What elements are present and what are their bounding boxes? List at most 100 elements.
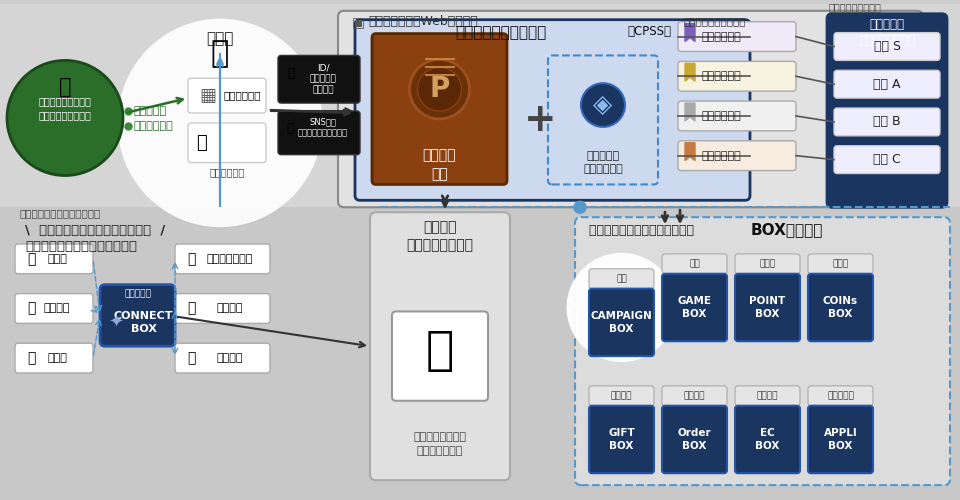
FancyBboxPatch shape: [188, 78, 266, 113]
FancyBboxPatch shape: [834, 32, 940, 60]
Text: サービス利用: サービス利用: [224, 90, 261, 101]
FancyBboxPatch shape: [678, 62, 796, 91]
Text: ブロンズ会員: ブロンズ会員: [702, 150, 742, 160]
Text: 👤: 👤: [211, 39, 229, 68]
FancyBboxPatch shape: [735, 274, 800, 341]
FancyBboxPatch shape: [808, 386, 873, 406]
Text: ホテル: ホテル: [47, 353, 67, 363]
Text: スーパー: スーパー: [44, 304, 70, 314]
FancyBboxPatch shape: [15, 244, 93, 274]
Bar: [0, 208, 960, 500]
FancyBboxPatch shape: [834, 108, 940, 136]
FancyBboxPatch shape: [834, 146, 940, 174]
Text: ポイント管理システム: ポイント管理システム: [455, 24, 546, 40]
Text: P: P: [429, 75, 449, 103]
Text: 🎁: 🎁: [426, 328, 454, 374]
Polygon shape: [685, 143, 695, 160]
Text: 👥: 👥: [59, 77, 71, 97]
FancyBboxPatch shape: [188, 123, 266, 162]
Text: 🏪: 🏪: [196, 134, 206, 152]
FancyBboxPatch shape: [392, 312, 488, 401]
Text: 通販事業: 通販事業: [217, 353, 243, 363]
Text: 会員特典: 会員特典: [611, 392, 633, 400]
Circle shape: [566, 253, 677, 362]
FancyBboxPatch shape: [662, 406, 727, 473]
Text: 導入企業様の顧客／
対象地域の市民など: 導入企業様の顧客／ 対象地域の市民など: [38, 96, 91, 120]
FancyBboxPatch shape: [834, 70, 940, 98]
Text: 🍜: 🍜: [27, 252, 36, 266]
FancyBboxPatch shape: [735, 406, 800, 473]
Text: ◈: ◈: [593, 93, 612, 117]
Text: 商品購入ほか: 商品購入ほか: [209, 168, 245, 177]
Text: POINT
BOX: POINT BOX: [750, 296, 785, 318]
Text: 🛒: 🛒: [27, 302, 36, 316]
FancyBboxPatch shape: [100, 284, 175, 346]
Text: 会員化: 会員化: [759, 260, 776, 268]
Polygon shape: [685, 64, 695, 81]
FancyBboxPatch shape: [662, 254, 727, 274]
Text: アパレル: アパレル: [217, 304, 243, 314]
FancyBboxPatch shape: [372, 34, 507, 184]
Text: ポイント
特典交換システム: ポイント 特典交換システム: [406, 220, 473, 252]
Text: 集客: 集客: [689, 260, 700, 268]
Text: プレミアム
メンバーサービス: プレミアム メンバーサービス: [859, 18, 915, 47]
Text: 👗: 👗: [187, 302, 196, 316]
FancyBboxPatch shape: [827, 14, 947, 207]
Text: +: +: [524, 101, 556, 139]
Circle shape: [7, 60, 123, 176]
Text: ポイント
会員: ポイント 会員: [422, 148, 456, 181]
Text: SNS連携
スマートフォンアプリ: SNS連携 スマートフォンアプリ: [298, 117, 348, 137]
Text: 特典 S: 特典 S: [874, 40, 900, 53]
Text: 会員ステージ別特典: 会員ステージ別特典: [829, 2, 882, 12]
FancyBboxPatch shape: [589, 269, 654, 288]
Text: 参加（利用）: 参加（利用）: [134, 121, 174, 131]
Text: 🛒: 🛒: [187, 351, 196, 365]
Text: GAME
BOX: GAME BOX: [678, 296, 711, 318]
FancyBboxPatch shape: [278, 111, 360, 154]
Text: 集客: 集客: [616, 274, 627, 283]
Text: 特典 A: 特典 A: [874, 78, 900, 90]
FancyBboxPatch shape: [808, 406, 873, 473]
Text: （各種会員ステージ）: （各種会員ステージ）: [683, 16, 746, 26]
FancyBboxPatch shape: [735, 386, 800, 406]
Text: オプション
サービス利用: オプション サービス利用: [583, 151, 623, 174]
Text: 飲食店: 飲食店: [47, 254, 67, 264]
Text: ポイント連携・ポイント統合: ポイント連携・ポイント統合: [25, 240, 137, 253]
Text: 販路拡大: 販路拡大: [684, 392, 706, 400]
FancyBboxPatch shape: [589, 288, 654, 356]
Circle shape: [418, 68, 462, 111]
Text: アクション: アクション: [134, 106, 167, 116]
Polygon shape: [685, 103, 695, 121]
Text: 利便性向上: 利便性向上: [828, 392, 854, 400]
FancyBboxPatch shape: [175, 294, 270, 324]
Text: 特典 C: 特典 C: [874, 153, 900, 166]
Text: 🔑: 🔑: [287, 67, 295, 80]
Text: 特典 B: 特典 B: [874, 116, 900, 128]
Text: 💊: 💊: [187, 252, 196, 266]
FancyBboxPatch shape: [15, 294, 93, 324]
Text: 販路拡大: 販路拡大: [756, 392, 779, 400]
Circle shape: [574, 202, 586, 213]
Bar: [0, 4, 960, 208]
Text: ✦: ✦: [108, 314, 123, 332]
Text: CONNECT
BOX: CONNECT BOX: [113, 311, 173, 334]
Text: GIFT
BOX: GIFT BOX: [608, 428, 635, 450]
Text: ドラッグストア: ドラッグストア: [206, 254, 253, 264]
Text: COINs
BOX: COINs BOX: [823, 296, 858, 318]
FancyBboxPatch shape: [678, 101, 796, 131]
FancyBboxPatch shape: [15, 343, 93, 373]
Text: 利便性向上: 利便性向上: [124, 290, 151, 298]
FancyBboxPatch shape: [548, 56, 658, 184]
FancyBboxPatch shape: [808, 274, 873, 341]
Ellipse shape: [117, 18, 323, 227]
FancyBboxPatch shape: [589, 406, 654, 473]
Polygon shape: [685, 24, 695, 42]
FancyBboxPatch shape: [678, 22, 796, 52]
FancyBboxPatch shape: [678, 141, 796, 171]
FancyBboxPatch shape: [575, 217, 950, 485]
Text: Order
BOX: Order BOX: [678, 428, 711, 450]
FancyBboxPatch shape: [662, 386, 727, 406]
FancyBboxPatch shape: [662, 274, 727, 341]
Text: ID/
パスワード
ログイン: ID/ パスワード ログイン: [309, 64, 336, 94]
Text: BOXシリーズ: BOXシリーズ: [751, 222, 824, 237]
